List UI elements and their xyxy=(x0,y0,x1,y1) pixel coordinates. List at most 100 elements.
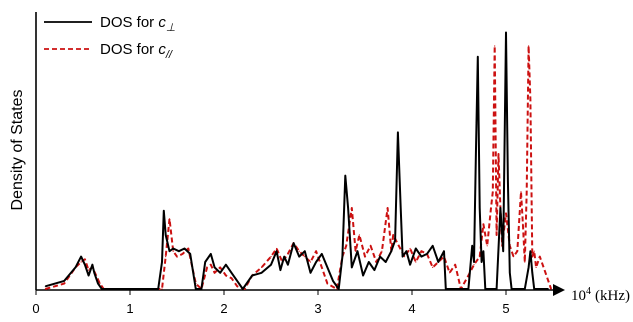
legend-label-perp-symbol: c xyxy=(158,14,166,31)
perp-point-32 xyxy=(270,264,272,266)
x-tick-label-0: 0 xyxy=(32,301,39,316)
perp-point-53 xyxy=(373,269,375,271)
parallel-point-58 xyxy=(420,250,422,252)
parallel-point-88 xyxy=(531,256,533,258)
parallel-point-50 xyxy=(381,250,383,252)
perp-point-14 xyxy=(165,234,167,236)
parallel-point-31 xyxy=(276,247,278,250)
legend-label-parallel-subscript: // xyxy=(165,49,173,61)
perp-point-42 xyxy=(321,253,323,255)
perp-point-6 xyxy=(91,264,93,266)
parallel-point-44 xyxy=(351,207,353,209)
perp-point-54 xyxy=(379,256,381,258)
parallel-point-73 xyxy=(494,45,496,47)
plot-area: 0 1 2 3 4 5 xyxy=(32,12,565,316)
perp-point-21 xyxy=(200,288,202,290)
perp-point-52 xyxy=(368,261,370,263)
perp-point-1 xyxy=(63,280,65,282)
series-layer xyxy=(44,31,553,290)
parallel-point-45 xyxy=(355,250,357,252)
perp-point-35 xyxy=(283,256,285,258)
perp-point-66 xyxy=(432,245,434,247)
parallel-point-85 xyxy=(526,191,528,193)
parallel-point-84 xyxy=(524,261,526,263)
perp-point-76 xyxy=(477,56,479,58)
parallel-point-71 xyxy=(490,207,492,209)
perp-point-91 xyxy=(518,288,520,290)
perp-point-94 xyxy=(529,250,532,252)
x-axis-title: 104 (kHz) xyxy=(571,286,630,304)
y-axis-title: Density of States xyxy=(9,90,26,211)
series-perp-line xyxy=(45,31,549,290)
parallel-point-15 xyxy=(176,256,178,258)
parallel-point-60 xyxy=(432,266,434,268)
parallel-point-12 xyxy=(165,256,167,258)
parallel-point-87 xyxy=(529,99,532,101)
parallel-point-68 xyxy=(479,256,481,258)
parallel-point-16 xyxy=(182,253,184,255)
perp-point-3 xyxy=(80,256,82,258)
parallel-point-14 xyxy=(172,250,174,252)
perp-point-93 xyxy=(528,266,530,268)
parallel-point-11 xyxy=(161,288,163,290)
perp-point-83 xyxy=(499,207,501,209)
parallel-point-81 xyxy=(516,250,518,252)
perp-point-43 xyxy=(326,266,328,268)
perp-point-84 xyxy=(502,250,504,252)
perp-point-40 xyxy=(309,272,312,274)
parallel-point-23 xyxy=(219,266,221,268)
perp-point-87 xyxy=(509,272,511,274)
parallel-point-63 xyxy=(449,272,451,274)
perp-point-55 xyxy=(385,261,387,263)
x-tick-label-3: 3 xyxy=(314,301,321,316)
series-perp xyxy=(44,31,549,290)
perp-point-90 xyxy=(514,288,517,290)
parallel-point-13 xyxy=(168,218,171,220)
parallel-point-72 xyxy=(492,191,494,193)
perp-point-4 xyxy=(84,264,86,266)
perp-point-74 xyxy=(473,261,475,263)
parallel-point-69 xyxy=(482,223,484,225)
perp-point-48 xyxy=(347,207,349,209)
legend-label-perp-prefix: DOS for xyxy=(100,14,158,31)
parallel-point-54 xyxy=(398,245,400,247)
perp-point-72 xyxy=(467,288,469,290)
x-tick-label-2: 2 xyxy=(220,301,227,316)
perp-point-18 xyxy=(183,247,186,250)
parallel-point-80 xyxy=(512,256,515,258)
parallel-point-78 xyxy=(505,212,507,214)
perp-point-51 xyxy=(362,274,364,277)
perp-point-99 xyxy=(547,288,549,290)
perp-point-16 xyxy=(172,247,174,250)
legend-label-parallel-symbol: c xyxy=(158,41,166,58)
parallel-point-37 xyxy=(309,261,312,263)
perp-point-20 xyxy=(195,288,197,290)
parallel-point-57 xyxy=(415,261,417,263)
x-ticks-group: 0 1 2 3 4 5 xyxy=(32,290,510,316)
parallel-point-8 xyxy=(99,283,101,285)
perp-point-33 xyxy=(276,250,278,252)
perp-point-12 xyxy=(161,261,163,263)
perp-point-86 xyxy=(507,180,509,182)
parallel-point-43 xyxy=(345,245,347,247)
parallel-point-1 xyxy=(63,283,65,285)
parallel-point-83 xyxy=(522,223,524,225)
perp-point-26 xyxy=(225,264,227,266)
legend-label-parallel: DOS for c// xyxy=(100,41,173,61)
parallel-point-90 xyxy=(535,266,537,268)
perp-point-60 xyxy=(402,256,404,258)
x-axis-arrowhead xyxy=(553,284,565,296)
x-axis-title-exponent: 4 xyxy=(586,286,591,297)
perp-point-57 xyxy=(394,239,396,241)
perp-point-59 xyxy=(400,207,402,209)
perp-point-7 xyxy=(93,272,95,274)
perp-point-85 xyxy=(505,31,507,34)
perp-point-95 xyxy=(531,272,533,274)
perp-point-23 xyxy=(210,253,212,255)
legend: DOS for c⊥ DOS for c// xyxy=(44,14,175,61)
svg-text:104(kHz): 104 (kHz) xyxy=(571,286,630,304)
perp-point-92 xyxy=(524,288,526,290)
parallel-point-30 xyxy=(270,256,272,258)
parallel-point-20 xyxy=(206,266,208,268)
perp-point-82 xyxy=(496,288,498,290)
